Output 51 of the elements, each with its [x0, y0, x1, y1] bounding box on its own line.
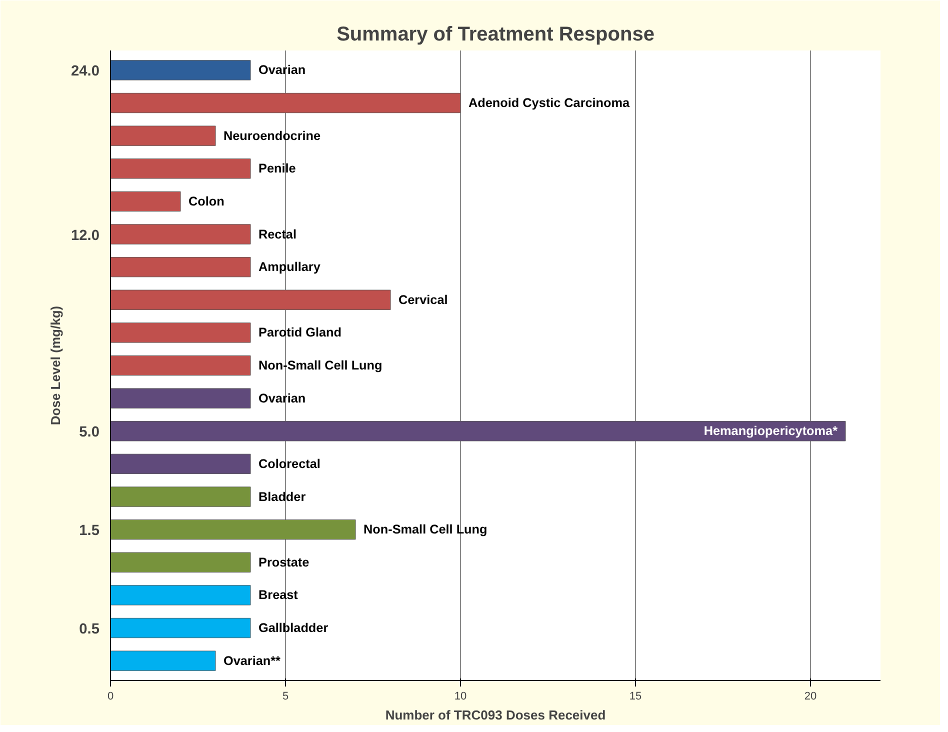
bar [110, 92, 461, 114]
bar [110, 322, 251, 343]
bar [110, 552, 251, 572]
x-axis-title: Number of TRC093 Doses Received [385, 708, 606, 722]
chart-title: Summary of Treatment Response [336, 24, 654, 46]
y-tick-label: Non-Small Cell Lung [364, 522, 488, 537]
bar [110, 191, 181, 212]
y-tick-label: Gallbladder [258, 621, 328, 635]
y-tick-label: Penile [258, 162, 296, 176]
y-tick-label: Colon [188, 194, 224, 208]
series-label: 12.0 [70, 228, 100, 244]
y-axis-title: Dose Level (mg/kg) [48, 306, 63, 426]
y-tick-label: Colorectal [258, 456, 320, 471]
bar [110, 650, 216, 671]
x-tick-label: 20 [804, 690, 817, 702]
series-label: 5.0 [79, 424, 100, 441]
series-label: 24.0 [70, 64, 100, 80]
x-tick-label: 0 [107, 690, 114, 702]
y-tick-label: Neuroendocrine [224, 128, 321, 143]
y-tick-label: Prostate [258, 555, 310, 570]
bar [110, 60, 251, 80]
x-tick-label: 10 [454, 690, 467, 702]
y-tick-label: Ovarian** [224, 654, 281, 668]
bar [110, 421, 846, 442]
series-label: 0.5 [79, 622, 100, 638]
bar [110, 355, 251, 376]
x-tick-label: 5 [282, 690, 289, 702]
bar [110, 290, 391, 310]
bar [110, 618, 251, 638]
y-tick-label: Non-Small Cell Lung [258, 358, 382, 372]
x-tick-label: 15 [629, 690, 642, 702]
bar [110, 454, 251, 474]
bar [110, 126, 216, 146]
bar [110, 388, 251, 408]
bar [110, 256, 251, 278]
bar [110, 224, 251, 244]
bar [110, 585, 251, 606]
y-tick-label: Rectal [258, 227, 296, 242]
y-tick-label: Bladder [258, 490, 306, 504]
y-tick-label: Ampullary [258, 260, 320, 274]
bar [110, 519, 356, 540]
y-tick-label: Adenoid Cystic Carcinoma [468, 96, 631, 110]
y-tick-label: Ovarian [258, 391, 306, 406]
y-tick-label: Parotid Gland [258, 326, 342, 340]
y-tick-label: Hemangiopericytoma* [704, 424, 838, 438]
bar [110, 158, 251, 179]
y-tick-label: Ovarian [258, 63, 306, 78]
y-tick-label: Cervical [398, 292, 448, 307]
bar [110, 486, 251, 507]
y-tick-label: Breast [258, 588, 299, 602]
series-label: 1.5 [79, 523, 100, 540]
